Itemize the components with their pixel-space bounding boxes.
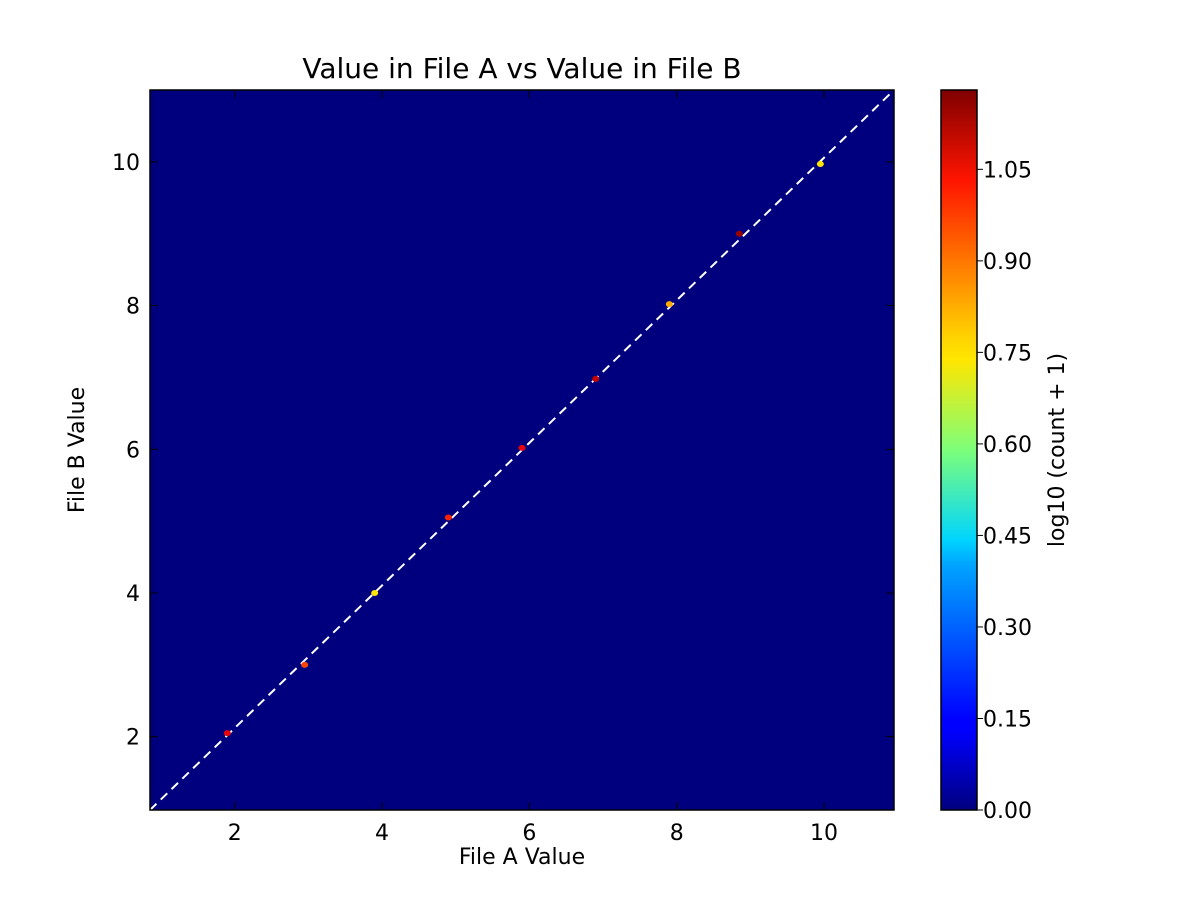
x-tick-label: 2 [228, 821, 242, 846]
y-tick-label: 8 [126, 295, 140, 320]
colorbar-tick-label: 0.90 [983, 250, 1032, 275]
heatmap-point [444, 514, 452, 521]
heatmap-point [665, 301, 673, 308]
y-axis-label: File B Value [65, 387, 90, 513]
colorbar-tick-label: 0.15 [983, 707, 1032, 732]
heatmap-point [735, 230, 743, 237]
colorbar-tick-label: 0.45 [983, 524, 1032, 549]
plot-area: 2 4 6 8 10 2 4 6 8 10 [112, 89, 895, 846]
colorbar: 0.00 0.15 0.30 0.45 0.60 0.75 0.90 1.05 log10 (… [940, 89, 1070, 824]
x-tick-label: 6 [522, 821, 536, 846]
colorbar-tick-label: 0.60 [983, 433, 1032, 458]
x-tick-label: 10 [810, 821, 838, 846]
plot-frame [149, 89, 895, 811]
y-tick-label: 6 [126, 438, 140, 463]
x-axis-label: File A Value [459, 845, 585, 870]
colorbar-tick-label: 1.05 [983, 158, 1032, 183]
heatmap-point [518, 444, 526, 451]
chart-title: Value in File A vs Value in File B [302, 52, 741, 85]
heatmap-point [816, 161, 824, 168]
heatmap-point [371, 589, 379, 596]
x-tick-label: 8 [670, 821, 684, 846]
colorbar-label: log10 (count + 1) [1045, 353, 1070, 547]
heatmap-point [301, 661, 309, 668]
heatmap-point [223, 730, 231, 737]
y-tick-label: 10 [112, 151, 140, 176]
colorbar-gradient [940, 89, 978, 811]
heatmap-point [592, 375, 600, 382]
x-tick-label: 4 [375, 821, 389, 846]
colorbar-tick-label: 0.00 [983, 799, 1032, 824]
y-tick-label: 2 [126, 726, 140, 751]
colorbar-tick-label: 0.30 [983, 616, 1032, 641]
y-tick-label: 4 [126, 582, 140, 607]
colorbar-tick-label: 0.75 [983, 341, 1032, 366]
